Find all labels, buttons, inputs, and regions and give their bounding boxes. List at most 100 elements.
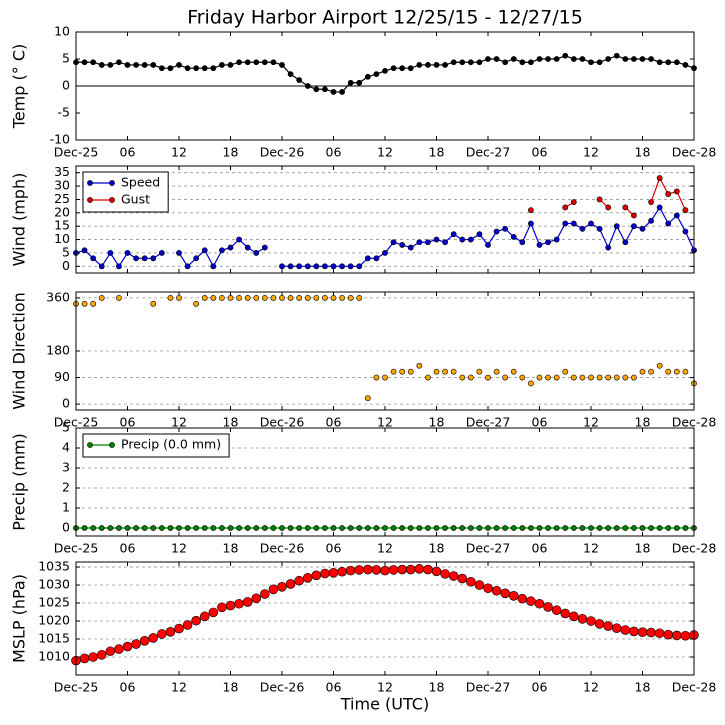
x-tick-label: 06: [326, 415, 342, 430]
data-point: [399, 368, 406, 375]
data-point: [116, 294, 122, 301]
data-point: [682, 207, 689, 214]
data-point: [682, 62, 689, 68]
data-point: [201, 65, 208, 72]
data-point: [476, 525, 483, 531]
data-point: [622, 56, 629, 62]
legend-marker: [109, 442, 115, 448]
data-point: [682, 525, 689, 531]
data-point: [304, 263, 311, 270]
data-point: [613, 52, 620, 59]
data-point: [588, 220, 594, 227]
data-point: [176, 294, 182, 301]
y-tick-label: 1035: [38, 559, 70, 574]
data-point: [139, 636, 150, 646]
data-point: [502, 59, 509, 66]
legend-marker: [87, 180, 93, 186]
data-point: [613, 223, 620, 230]
data-point: [562, 525, 569, 531]
data-point: [158, 250, 165, 256]
legend-marker: [87, 197, 93, 203]
data-point: [165, 627, 176, 637]
data-point: [656, 362, 663, 369]
legend-box: [82, 433, 230, 458]
data-point: [646, 627, 656, 638]
y-axis-label: Wind Direction: [10, 292, 29, 410]
data-point: [519, 59, 526, 66]
data-point: [407, 368, 414, 375]
data-point: [167, 525, 174, 531]
x-tick-label: 12: [377, 541, 393, 556]
data-point: [244, 59, 251, 66]
data-point: [631, 525, 637, 531]
y-tick-label: 20: [54, 204, 70, 219]
data-point: [279, 62, 285, 68]
plot-frame: [75, 561, 695, 676]
data-point: [354, 565, 365, 575]
y-tick-label: -5: [58, 105, 70, 120]
data-point: [596, 196, 603, 203]
data-point: [536, 374, 543, 381]
data-point: [236, 59, 242, 66]
data-point: [407, 244, 414, 251]
data-point: [296, 294, 303, 301]
data-point: [474, 580, 485, 590]
data-point: [133, 255, 139, 262]
data-point: [485, 242, 491, 248]
x-tick-label: 12: [583, 680, 599, 695]
x-tick-label: 18: [223, 145, 239, 160]
data-point: [596, 525, 603, 531]
data-point: [158, 65, 165, 72]
y-tick-label: 1020: [38, 613, 70, 628]
data-point: [390, 525, 397, 531]
data-point: [637, 627, 648, 637]
data-point: [141, 525, 148, 531]
x-tick-label: 18: [223, 680, 239, 695]
plot-frame: [75, 165, 695, 274]
plot-frame: [75, 427, 695, 537]
data-point: [622, 374, 629, 381]
data-point: [176, 250, 182, 256]
data-point: [605, 244, 612, 251]
data-point: [543, 602, 553, 612]
y-tick-label: 0: [62, 78, 70, 93]
data-point: [313, 294, 320, 301]
data-point: [510, 56, 517, 62]
data-point: [673, 368, 680, 375]
data-point: [244, 294, 251, 301]
data-point: [613, 374, 620, 381]
data-point: [270, 294, 277, 301]
data-point: [493, 56, 500, 62]
data-point: [184, 65, 191, 72]
data-point: [639, 368, 646, 375]
x-tick-label: 18: [635, 680, 651, 695]
data-point: [528, 380, 534, 387]
data-point: [287, 525, 294, 531]
data-point: [457, 573, 468, 584]
data-point: [90, 59, 97, 66]
y-tick-label: 1015: [38, 631, 70, 646]
data-point: [390, 368, 397, 375]
data-point: [519, 525, 526, 531]
data-point: [500, 588, 510, 599]
data-point: [562, 368, 569, 375]
data-point: [81, 59, 88, 66]
data-point: [279, 525, 285, 531]
data-point: [528, 59, 534, 66]
data-point: [553, 56, 560, 62]
data-point: [287, 71, 294, 78]
data-point: [605, 374, 612, 381]
data-point: [131, 639, 141, 649]
data-point: [182, 620, 193, 630]
data-point: [364, 525, 371, 531]
data-point: [356, 263, 363, 270]
y-axis-label: Precip (mm): [10, 433, 29, 531]
data-point: [629, 626, 639, 637]
x-tick-label: 12: [171, 541, 187, 556]
data-point: [596, 225, 603, 232]
data-point: [579, 525, 586, 531]
data-point: [260, 589, 270, 599]
x-tick-label: Dec-26: [260, 541, 305, 556]
data-point: [234, 598, 244, 609]
data-point: [116, 525, 122, 531]
